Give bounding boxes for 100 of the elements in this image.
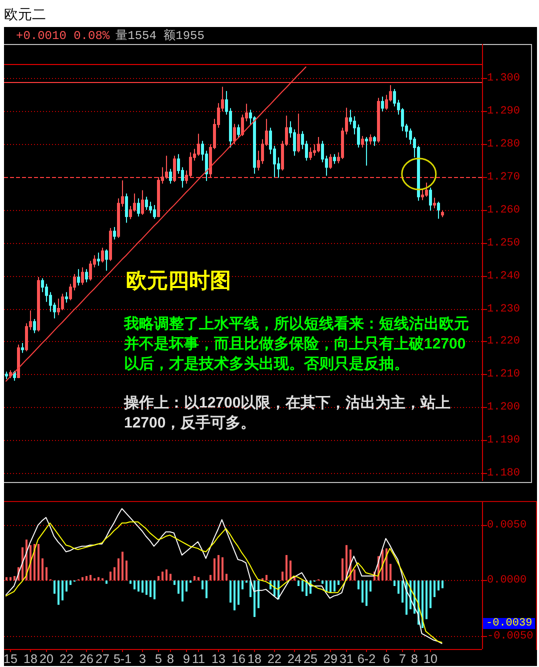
- candlestick: [365, 136, 368, 166]
- bar: [230, 580, 232, 603]
- candlestick: [153, 204, 156, 220]
- candlestick: [97, 252, 100, 266]
- bar: [174, 580, 176, 585]
- bar: [366, 580, 368, 606]
- text: 量1554 额1955: [116, 28, 204, 43]
- y-tick-label: 1.280: [487, 138, 520, 150]
- bar: [42, 558, 44, 580]
- candlestick: [165, 155, 168, 180]
- text: +0.0010 0.08%: [16, 29, 110, 43]
- bar: [422, 580, 424, 628]
- annotation: 12700，反手可多。: [124, 414, 256, 432]
- candlestick: [65, 292, 68, 304]
- bar: [266, 574, 268, 580]
- candlestick: [429, 187, 432, 212]
- bar: [106, 580, 108, 584]
- bar: [258, 580, 260, 608]
- bar: [242, 580, 244, 590]
- bar: [326, 580, 328, 592]
- bar: [182, 580, 184, 602]
- bar: [194, 576, 196, 580]
- candlestick: [113, 226, 116, 240]
- x-tick-label: 18: [248, 652, 262, 666]
- annotation: 我略调整了上水平线，所以短线看来：短线沽出欧元: [123, 316, 469, 332]
- candlestick: [381, 96, 384, 112]
- x-tick-label: 9: [183, 652, 190, 666]
- bar: [298, 580, 300, 586]
- candlestick: [61, 293, 64, 311]
- bar: [370, 580, 372, 592]
- candlestick: [141, 190, 144, 216]
- x-tick-label: 25: [304, 652, 318, 666]
- bar: [110, 572, 112, 580]
- candlestick: [173, 155, 176, 182]
- bar: [438, 580, 440, 590]
- bar: [358, 580, 360, 590]
- bar: [38, 544, 40, 580]
- bar: [398, 580, 400, 594]
- bar: [134, 580, 136, 590]
- bar: [290, 560, 292, 580]
- y-tick-label: 1.290: [487, 106, 520, 118]
- y-tick-label: -0.0050: [487, 630, 534, 642]
- x-tick-label: 11: [192, 652, 206, 666]
- candlestick: [437, 201, 440, 220]
- candlestick: [5, 371, 8, 380]
- candlestick: [237, 124, 240, 138]
- bar: [206, 580, 208, 598]
- candlestick: [333, 154, 336, 164]
- annotation: 以后，才是技术多头出现。否则只是反抽。: [124, 356, 409, 372]
- candlestick: [369, 134, 372, 145]
- candlestick: [329, 154, 332, 170]
- candlestick: [77, 268, 80, 286]
- x-tick-label: 20: [40, 652, 54, 666]
- x-tick-label: 5: [155, 652, 162, 666]
- candlestick: [81, 266, 84, 286]
- x-tick-label: 5-1: [113, 652, 132, 666]
- bar: [202, 580, 204, 590]
- bar: [234, 580, 236, 610]
- bar: [146, 580, 148, 595]
- annotation: 并不是坏事，而且比做多保险，向上只有上破12700: [123, 334, 466, 352]
- x-tick-label: 6-2: [357, 652, 376, 666]
- candlestick: [101, 247, 104, 263]
- annotation: 欧元四时图: [126, 270, 231, 292]
- y-tick-label: 1.230: [487, 304, 520, 316]
- candlestick: [105, 248, 108, 272]
- candlestick: [145, 196, 148, 210]
- bar: [138, 580, 140, 592]
- bar: [142, 580, 144, 593]
- bar: [154, 580, 156, 600]
- y-tick-label: 1.240: [487, 270, 520, 282]
- bar: [386, 548, 388, 580]
- y-tick-label: 1.190: [487, 434, 520, 446]
- y-tick-label: 1.250: [487, 238, 520, 250]
- bar: [218, 555, 220, 580]
- bar: [402, 580, 404, 603]
- x-tick-label: 15: [4, 652, 18, 666]
- y-tick-label: 1.180: [487, 468, 520, 480]
- bar: [322, 580, 324, 584]
- x-tick-label: 6: [383, 652, 390, 666]
- x-tick-label: 27: [96, 652, 110, 666]
- x-tick-label: 7: [399, 652, 406, 666]
- bar: [302, 580, 304, 592]
- y-tick-label: 0.0050: [487, 520, 527, 532]
- candlestick: [361, 136, 364, 148]
- bar: [166, 569, 168, 580]
- bar: [10, 577, 12, 580]
- bar: [82, 577, 84, 580]
- bar: [46, 567, 48, 580]
- bar: [198, 577, 200, 580]
- bar: [86, 576, 88, 580]
- candlestick: [433, 197, 436, 209]
- bar: [338, 580, 340, 585]
- bar: [158, 576, 160, 580]
- x-tick-label: 18: [24, 652, 38, 666]
- bar: [238, 580, 240, 605]
- bar: [170, 574, 172, 580]
- candlestick: [297, 113, 300, 153]
- bar: [430, 580, 432, 608]
- bar: [286, 555, 288, 580]
- x-tick-label: 24: [288, 652, 302, 666]
